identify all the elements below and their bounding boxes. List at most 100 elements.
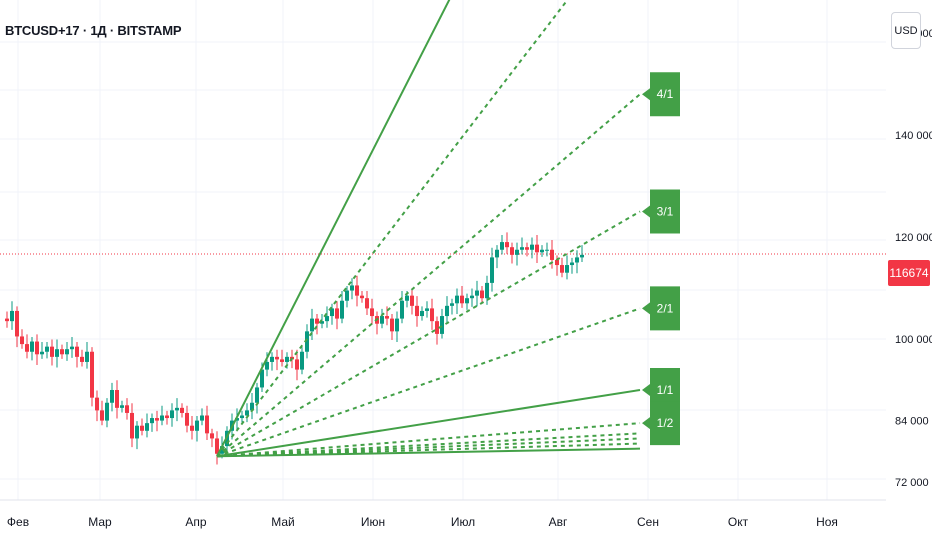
candle [420,310,424,317]
candle [475,290,479,296]
candle [310,318,314,332]
candle [190,425,194,431]
candle [155,418,159,421]
candle [140,425,144,431]
x-tick-label: Май [271,515,295,529]
candle [465,298,469,304]
candle [435,321,439,334]
candle [215,438,219,454]
candle [430,308,434,322]
candle [355,285,359,296]
candle [395,318,399,332]
candle [540,249,544,253]
candle [450,303,454,306]
candle [45,346,49,352]
candle [345,290,349,301]
x-tick-label: Июн [361,515,385,529]
candle [530,244,534,250]
gann-fan [216,0,641,458]
y-tick-label: 84 000 [895,416,929,428]
candle [85,351,89,362]
candle [40,351,44,355]
candle [320,321,324,324]
gann-line-8-1 [216,0,451,457]
gann-label-text: 4/1 [657,87,674,101]
candle [545,249,549,251]
candle [80,356,84,362]
x-tick-label: Мар [88,515,112,529]
candle [245,410,249,416]
chart-title: BTCUSD+17 · 1Д · BITSTAMP [5,23,182,38]
x-tick-label: Фев [7,515,29,529]
candle [250,402,254,411]
candle [405,295,409,301]
candle [340,300,344,319]
candle [570,262,574,266]
candle [300,351,304,370]
gann-line-1-3 [216,432,641,458]
candle [490,257,494,283]
candle [235,418,239,421]
candle [380,316,384,324]
x-tick-label: Авг [549,515,568,529]
gann-label-text: 2/1 [657,301,674,315]
candle [160,415,164,421]
candle [280,359,284,362]
candle [365,298,369,309]
candle [145,423,149,431]
candle [150,418,154,424]
candle [30,341,34,352]
candle [170,410,174,419]
y-tick-label: 120 000 [895,232,932,244]
candle [185,412,189,426]
gann-line-1-4 [216,437,641,458]
gann-line-6-1 [216,0,569,457]
candle [195,420,199,431]
candle [560,265,564,273]
x-tick-label: Июл [451,515,475,529]
candle [535,244,539,253]
candle [125,405,129,413]
candle [440,316,444,334]
candle [110,390,114,403]
candle [5,318,9,322]
candle [260,369,264,388]
candle [200,415,204,421]
currency-button[interactable]: USD [891,12,921,49]
x-tick-label: Ноя [816,515,838,529]
candle [525,247,529,250]
candle [335,308,339,319]
candle [25,344,29,352]
candle [180,407,184,413]
candle [120,405,124,408]
gann-label-3-1: 3/1 [642,189,680,234]
candle [130,412,134,439]
candle [425,308,429,311]
candle [275,356,279,360]
candle [330,308,334,317]
candle [520,247,524,250]
candle [550,249,554,260]
candle [75,346,79,357]
gann-line-2-1 [216,307,641,458]
x-tick-label: Апр [185,515,207,529]
gann-line-1-6 [216,442,641,458]
gann-line-4-1 [216,93,641,458]
candle [455,295,459,304]
candle [495,249,499,258]
candle [115,390,119,408]
time-axis: Фев Мар Апр Май Июн Июл Авг Сен Окт Ноя [0,499,886,529]
x-tick-label: Окт [728,515,749,529]
candle [315,318,319,324]
candle [135,425,139,439]
gann-line-1-1 [216,389,641,458]
candle [510,247,514,255]
gann-label-1-1: 1/1 [642,368,680,412]
gann-line-3-1 [216,210,641,458]
candle [55,349,59,357]
candle [175,407,179,411]
candle [70,346,74,350]
candle [20,336,24,345]
